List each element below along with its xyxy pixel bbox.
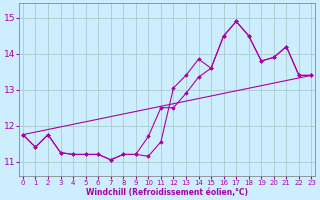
X-axis label: Windchill (Refroidissement éolien,°C): Windchill (Refroidissement éolien,°C): [86, 188, 248, 197]
